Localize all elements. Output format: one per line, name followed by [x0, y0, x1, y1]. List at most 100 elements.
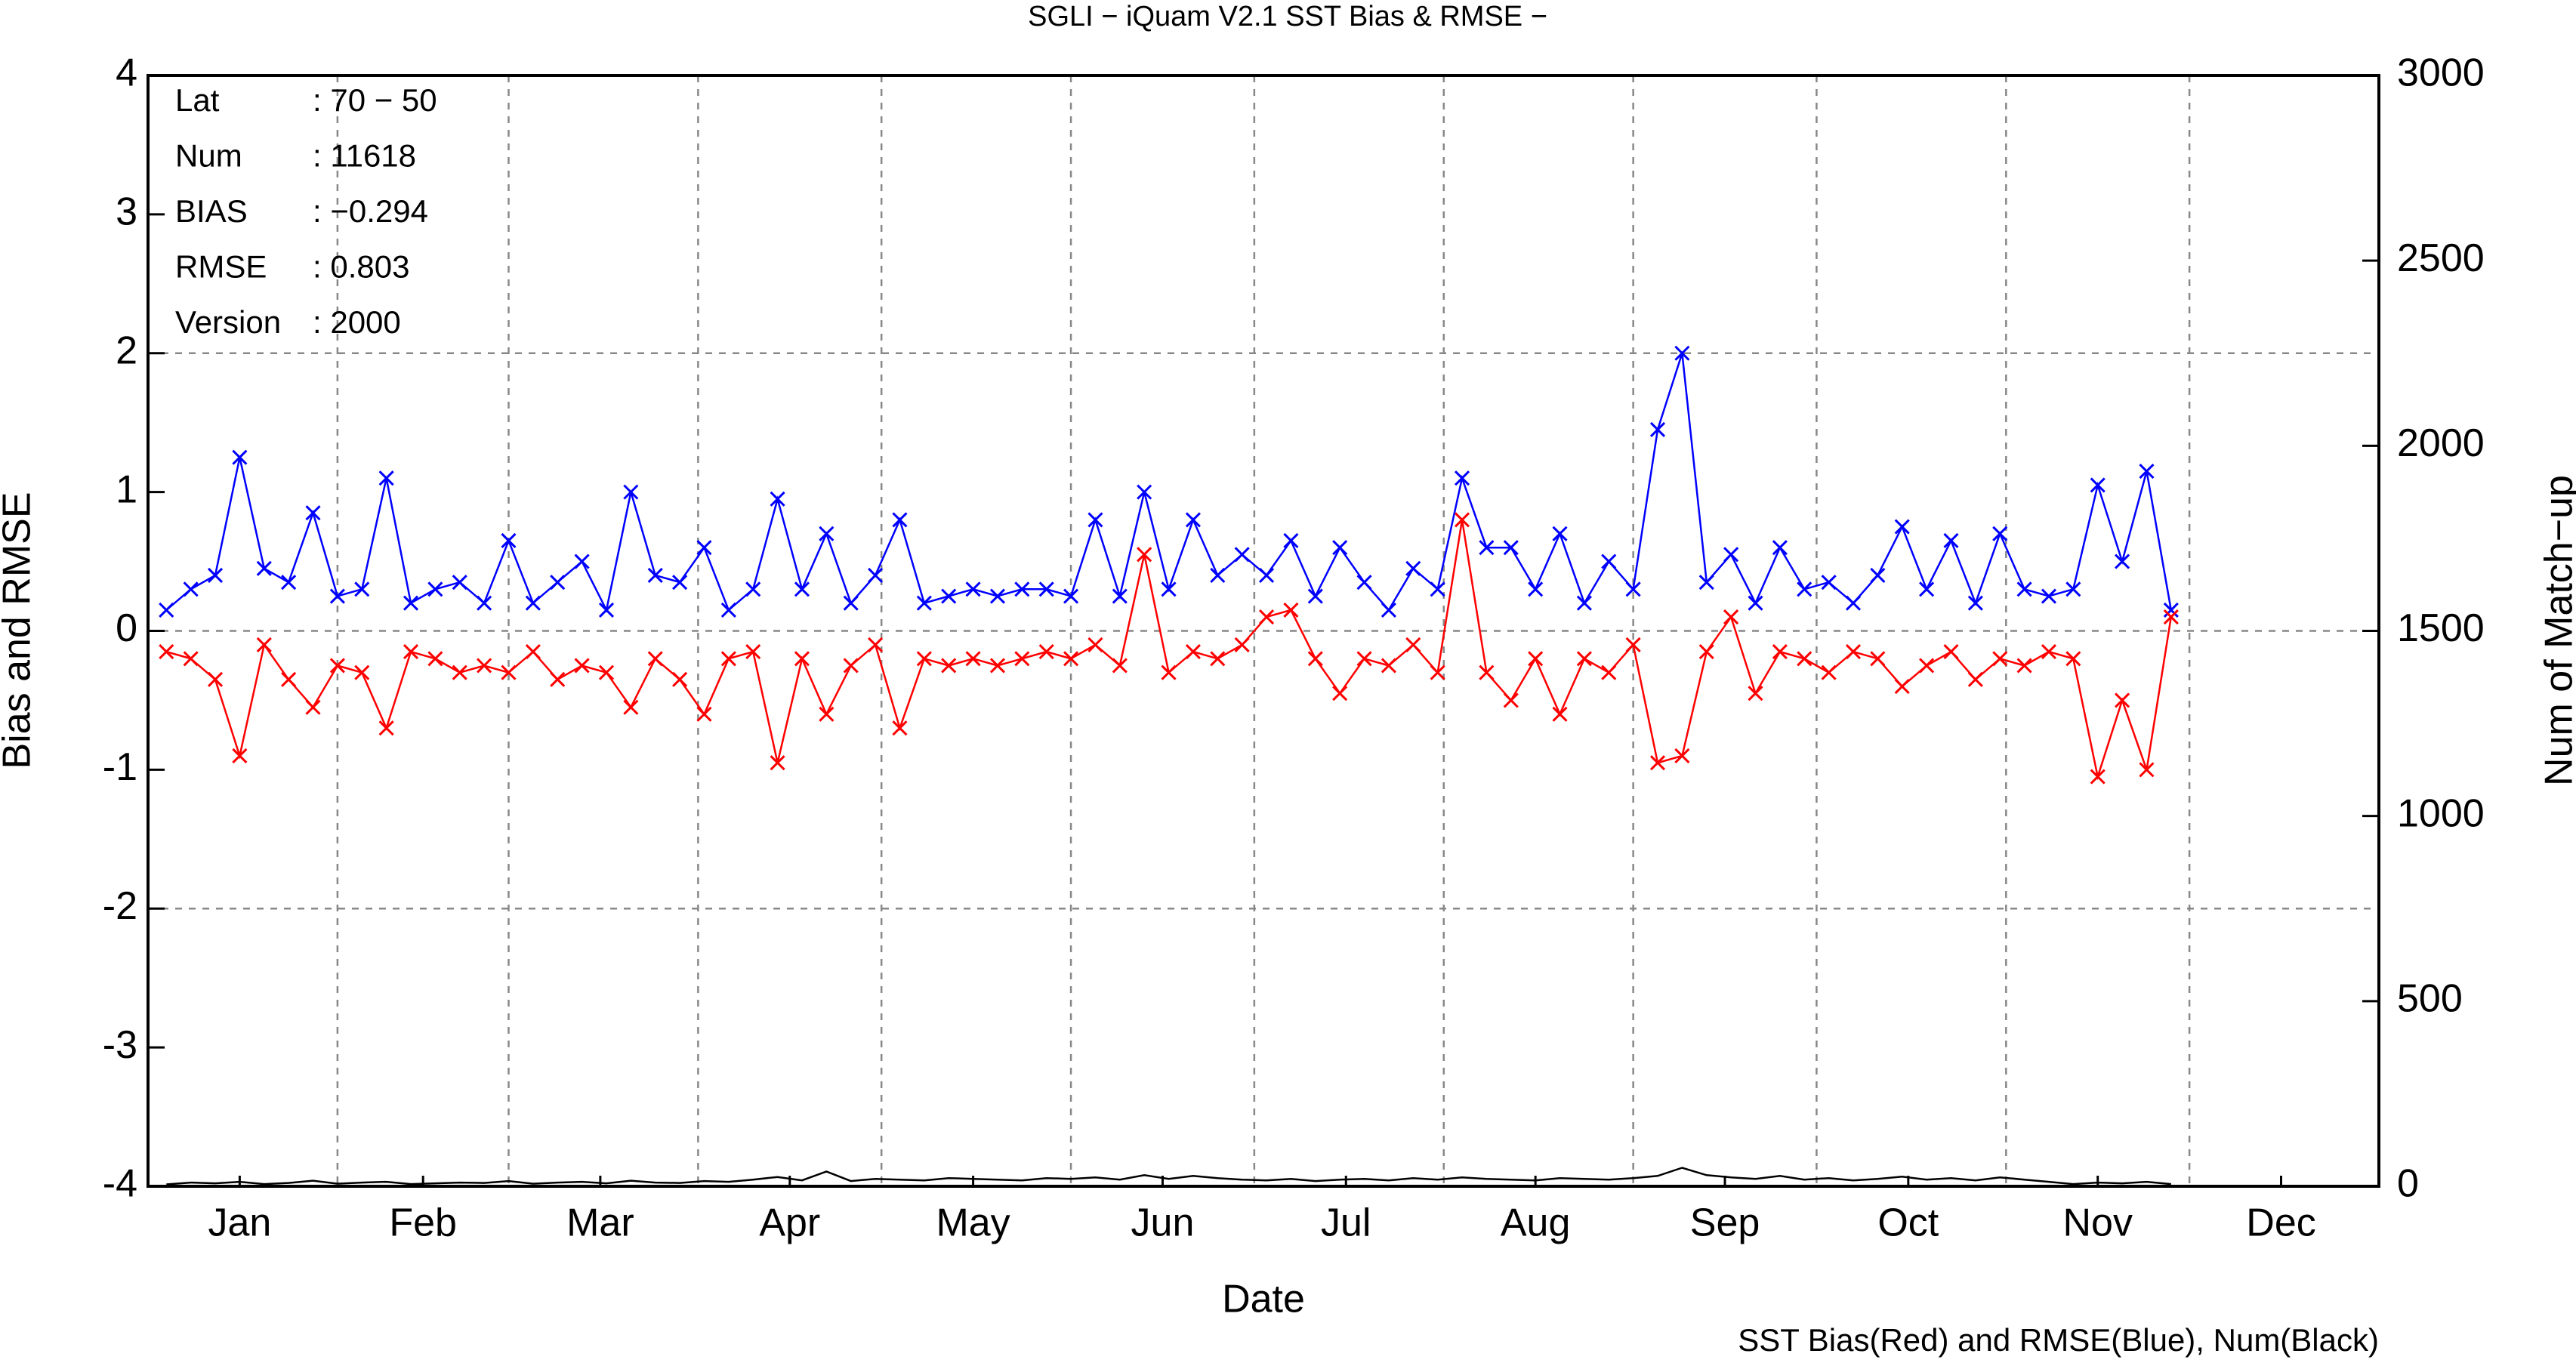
- data-point: [525, 595, 541, 611]
- data-point: [1454, 470, 1470, 486]
- data-point: [183, 651, 199, 667]
- data-point: [256, 560, 272, 576]
- data-point: [1112, 658, 1128, 674]
- data-point: [354, 581, 370, 597]
- x-tick-label: Jan: [208, 1201, 271, 1245]
- y-tick-label: -1: [103, 745, 137, 789]
- data-point: [232, 748, 248, 764]
- data-point: [550, 671, 566, 687]
- data-point: [696, 706, 712, 722]
- annotation-text: : 11618: [313, 138, 416, 174]
- data-point: [477, 595, 492, 611]
- data-point: [1772, 540, 1788, 556]
- data-point: [892, 512, 908, 528]
- data-point: [647, 567, 663, 584]
- data-point: [1283, 602, 1299, 618]
- y-tick-label: 2: [116, 328, 137, 372]
- data-point: [1258, 609, 1275, 625]
- y2-tick-label: 1500: [2397, 606, 2485, 650]
- x-tick-label: Nov: [2062, 1201, 2132, 1245]
- data-point: [1503, 692, 1519, 708]
- data-point: [1967, 595, 1983, 611]
- data-point: [623, 484, 639, 500]
- data-point: [1601, 553, 1617, 569]
- data-point: [1552, 526, 1568, 541]
- data-point: [2139, 463, 2155, 479]
- data-point: [1430, 664, 1445, 680]
- data-point: [1992, 526, 2008, 541]
- data-point: [794, 651, 810, 667]
- x-axis-label: Date: [1222, 1278, 1305, 1321]
- data-point: [1649, 755, 1666, 771]
- data-point: [843, 595, 859, 611]
- x-tick-label: Jul: [1321, 1201, 1371, 1245]
- annotation-label: BIAS: [175, 193, 248, 229]
- y-axis-label: Bias and RMSE: [0, 492, 39, 769]
- data-point: [1576, 651, 1592, 667]
- series-line: [165, 353, 2173, 613]
- data-point: [1038, 644, 1054, 660]
- data-point: [1430, 581, 1445, 597]
- annotation-text: : 2000: [313, 304, 401, 340]
- data-point: [1503, 540, 1519, 556]
- data-point: [819, 706, 835, 722]
- data-point: [1748, 686, 1763, 701]
- y-tick-label: -2: [103, 884, 137, 928]
- data-point: [819, 526, 835, 541]
- data-point: [868, 637, 884, 652]
- data-point: [1821, 575, 1837, 590]
- data-point: [916, 595, 932, 611]
- data-point: [1258, 567, 1275, 584]
- data-point: [427, 581, 443, 597]
- data-point: [1576, 595, 1592, 611]
- data-point: [354, 664, 370, 680]
- data-point: [696, 540, 712, 556]
- x-tick-label: Aug: [1501, 1201, 1571, 1245]
- data-point: [1332, 686, 1348, 701]
- data-point: [1185, 644, 1201, 660]
- data-point: [403, 595, 419, 611]
- data-point: [256, 637, 272, 652]
- data-point: [2115, 553, 2130, 569]
- data-point: [477, 658, 492, 674]
- data-point: [1821, 664, 1837, 680]
- data-point: [2139, 762, 2155, 778]
- data-point: [2115, 692, 2130, 708]
- data-point: [720, 602, 736, 618]
- data-point: [1723, 547, 1739, 563]
- data-point: [1601, 664, 1617, 680]
- data-point: [207, 671, 224, 687]
- data-point: [1845, 595, 1862, 611]
- data-point: [1845, 644, 1862, 660]
- series-line: [166, 1167, 2171, 1186]
- data-point: [2163, 609, 2179, 625]
- y-tick-label: -3: [103, 1023, 137, 1067]
- data-point: [2041, 644, 2057, 660]
- y2-tick-label: 500: [2397, 977, 2463, 1021]
- data-point: [916, 651, 932, 667]
- data-point: [2016, 581, 2032, 597]
- data-point: [1797, 651, 1812, 667]
- data-point: [1772, 644, 1788, 660]
- data-point: [452, 575, 467, 590]
- x-tick-label: Dec: [2246, 1201, 2315, 1245]
- y2-tick-label: 2000: [2397, 421, 2485, 465]
- x-tick-label: May: [936, 1201, 1010, 1245]
- data-point: [1161, 664, 1177, 680]
- data-point: [574, 658, 590, 674]
- data-point: [1210, 567, 1226, 584]
- y2-axis-label: Num of Match−up: [2537, 475, 2576, 786]
- data-point: [159, 644, 174, 660]
- data-point: [1210, 651, 1226, 667]
- data-point: [159, 602, 174, 618]
- data-point: [1870, 567, 1886, 584]
- y2-tick-label: 1000: [2397, 791, 2485, 835]
- data-point: [989, 588, 1006, 604]
- data-point: [1649, 421, 1666, 437]
- footnote: SST Bias(Red) and RMSE(Blue), Num(Black): [1738, 1322, 2379, 1358]
- data-point: [672, 575, 688, 590]
- data-point: [1674, 345, 1690, 361]
- data-point: [1356, 575, 1372, 590]
- data-point: [598, 602, 615, 618]
- annotation-label: Lat: [175, 82, 220, 118]
